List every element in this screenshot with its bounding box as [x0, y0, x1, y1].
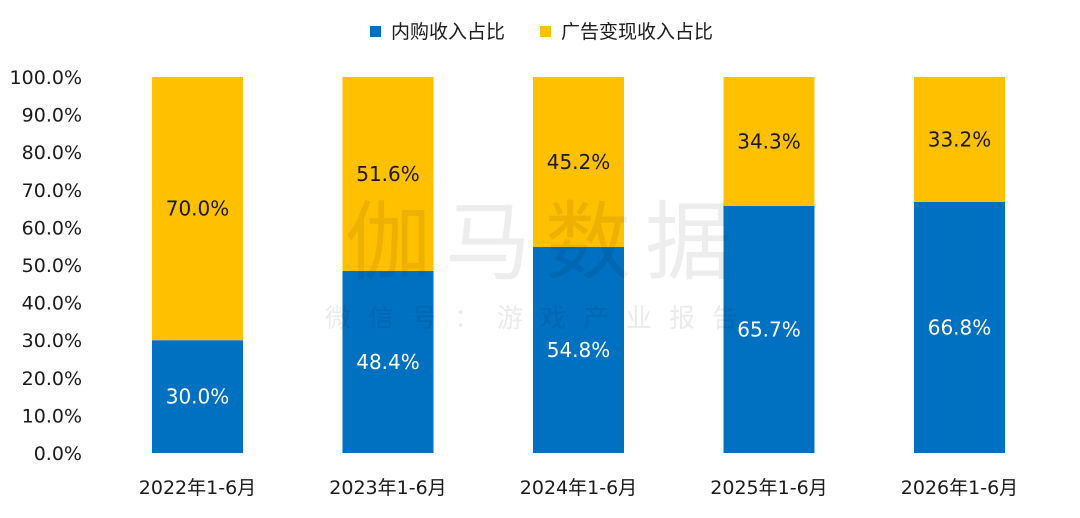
bar-segment-ads[interactable] — [342, 77, 434, 272]
legend-item-in-app[interactable]: 内购收入占比 — [370, 21, 505, 43]
y-tick-label: 70.0% — [22, 180, 82, 202]
y-tick-label: 0.0% — [34, 443, 82, 465]
y-tick-label: 20.0% — [22, 368, 82, 390]
labels-layer: 30.0% 70.0% 48.4% 51.6% 54.8% 45.2% 65.7% 34.3%… — [166, 127, 992, 408]
y-tick-label: 90.0% — [22, 105, 82, 127]
bar-segment-ads[interactable] — [533, 77, 624, 247]
bar-segment-in-app[interactable] — [152, 340, 243, 453]
watermark-title: 伽马数据 — [345, 193, 745, 293]
y-axis: 0.0% 10.0% 20.0% 30.0% 40.0% 50.0% 60.0% 70.0% 8… — [10, 67, 82, 465]
y-tick-label: 60.0% — [22, 217, 82, 239]
legend-label-ads: 广告变现收入占比 — [561, 21, 713, 43]
bar-segment-ads[interactable] — [914, 77, 1005, 202]
data-label: 45.2% — [547, 150, 611, 174]
y-tick-label: 40.0% — [22, 293, 82, 315]
data-label: 34.3% — [737, 129, 801, 153]
bar-segment-ads[interactable] — [723, 77, 815, 206]
bar-segment-in-app[interactable] — [533, 246, 624, 453]
y-tick-label: 80.0% — [22, 142, 82, 164]
bar-segment-ads[interactable] — [152, 77, 243, 341]
x-tick-label: 2026年1-6月 — [901, 477, 1018, 499]
bar-segment-in-app[interactable] — [914, 201, 1005, 453]
data-label: 70.0% — [166, 197, 230, 221]
legend-swatch-ads — [540, 26, 551, 37]
bar-segment-in-app[interactable] — [723, 205, 815, 453]
y-tick-label: 30.0% — [22, 330, 82, 352]
x-tick-label: 2024年1-6月 — [520, 477, 637, 499]
legend-item-ads[interactable]: 广告变现收入占比 — [540, 21, 713, 43]
legend-label-in-app: 内购收入占比 — [391, 21, 505, 43]
y-tick-label: 100.0% — [10, 67, 82, 89]
bar-segment-in-app[interactable] — [342, 271, 434, 453]
bars-layer — [152, 77, 1005, 453]
x-axis: 2022年1-6月 2023年1-6月 2024年1-6月 2025年1-6月 2026… — [139, 477, 1018, 499]
x-tick-label: 2023年1-6月 — [329, 477, 446, 499]
data-label: 30.0% — [166, 385, 230, 409]
legend-swatch-in-app — [370, 26, 381, 37]
y-tick-label: 10.0% — [22, 405, 82, 427]
x-tick-label: 2022年1-6月 — [139, 477, 256, 499]
data-label: 66.8% — [928, 315, 992, 339]
data-label: 33.2% — [928, 127, 992, 151]
y-tick-label: 50.0% — [22, 255, 82, 277]
data-label: 54.8% — [547, 338, 611, 362]
legend: 内购收入占比 广告变现收入占比 — [370, 21, 713, 43]
data-label: 51.6% — [356, 162, 420, 186]
data-label: 65.7% — [737, 317, 801, 341]
watermark: 伽马数据 微信号：游戏产业报告 — [325, 193, 755, 334]
x-tick-label: 2025年1-6月 — [710, 477, 827, 499]
data-label: 48.4% — [356, 350, 420, 374]
watermark-subtitle: 微信号：游戏产业报告 — [325, 304, 755, 334]
